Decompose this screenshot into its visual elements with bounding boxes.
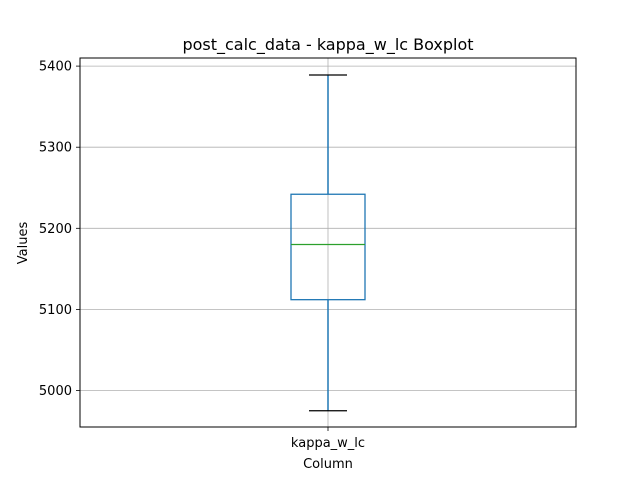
y-axis-label: Values [16,222,31,265]
chart-title: post_calc_data - kappa_w_lc Boxplot [182,35,473,55]
y-tick-label: 5300 [39,141,72,156]
plot-layer [290,74,366,412]
x-axis-label: Column [303,457,353,472]
y-tick-label: 5200 [39,222,72,237]
y-axis-ticks: 5000 5100 5200 5300 5400 [39,60,80,399]
x-axis-ticks: kappa_w_lc [291,427,365,451]
x-tick-label: kappa_w_lc [291,436,365,451]
y-tick-label: 5400 [39,60,72,75]
y-tick-label: 5100 [39,303,72,318]
iqr-box [290,193,366,301]
y-tick-label: 5000 [39,384,72,399]
